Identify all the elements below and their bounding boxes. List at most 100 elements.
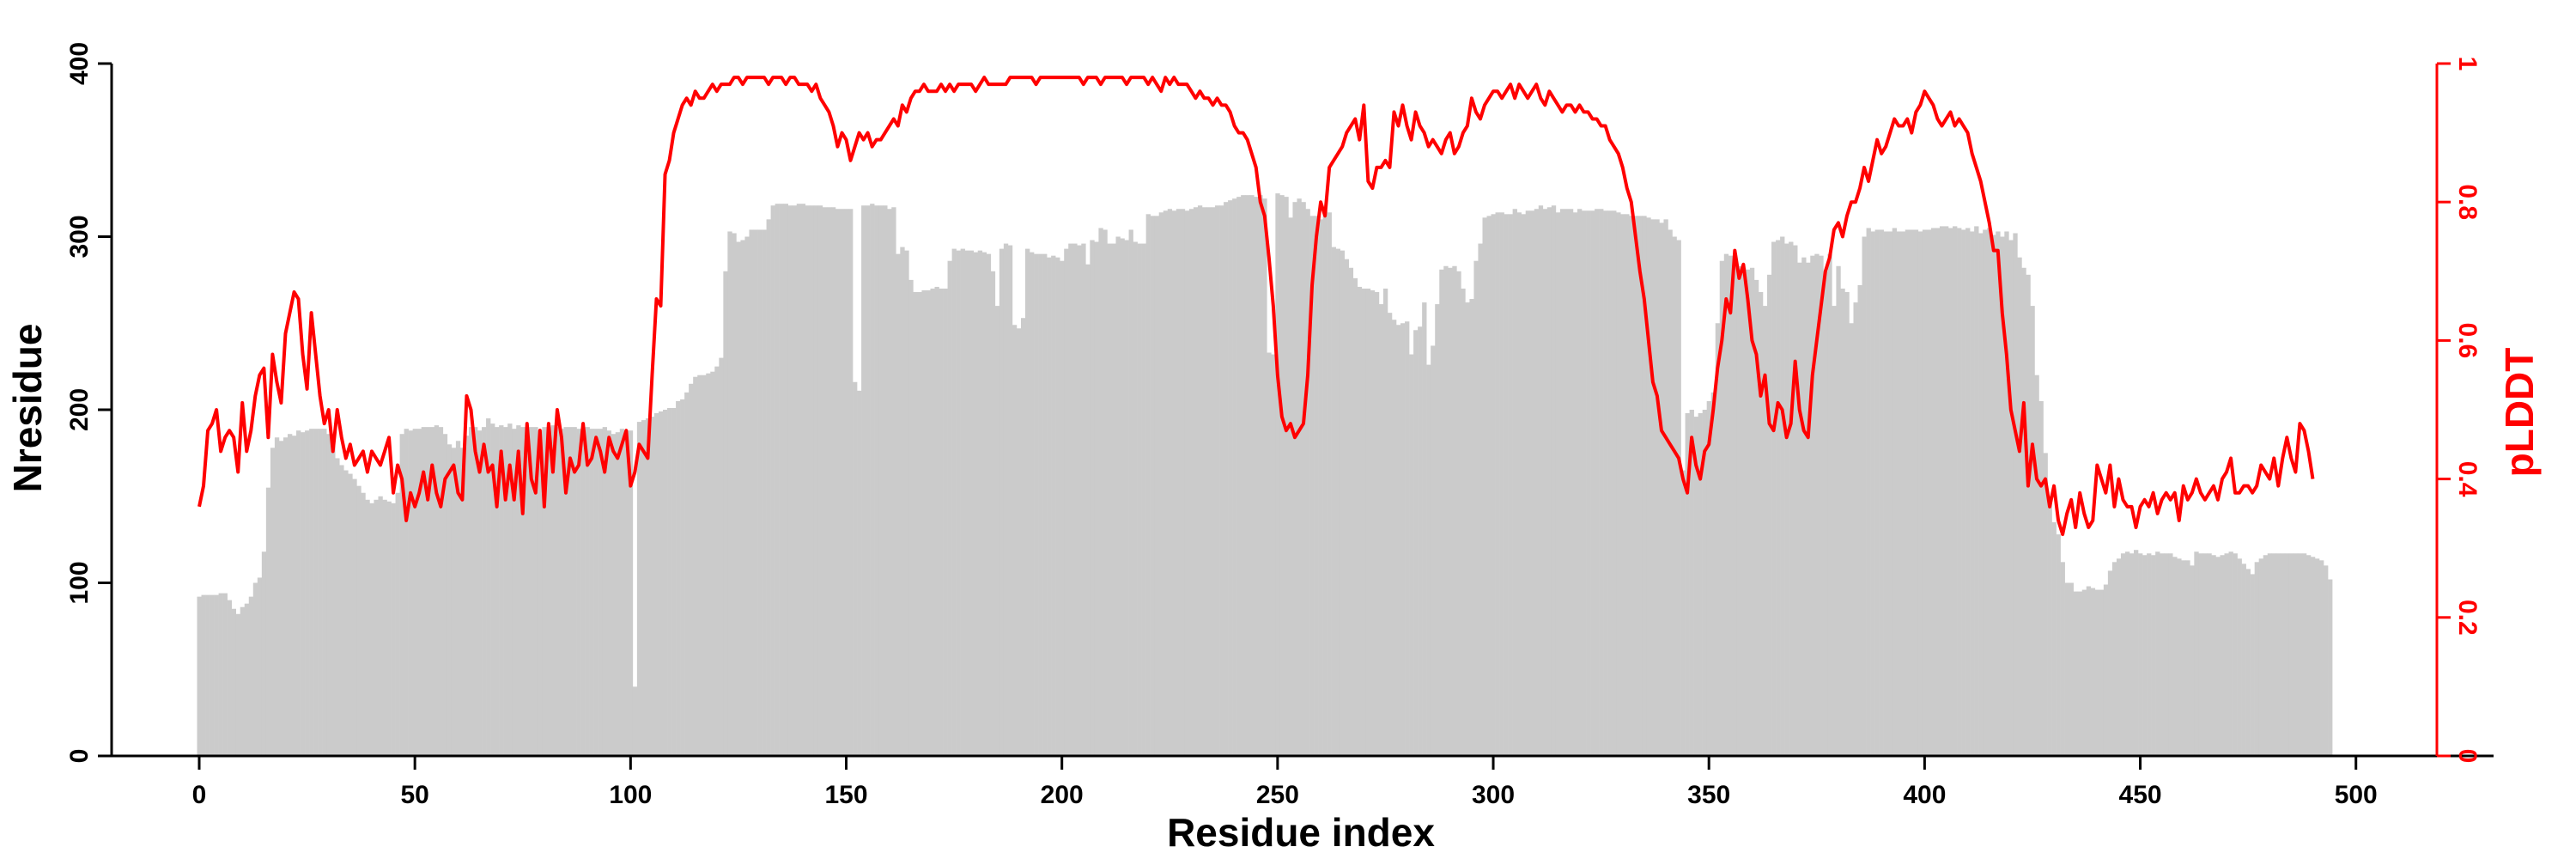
bar xyxy=(1853,302,1858,756)
bar xyxy=(507,423,513,756)
bar xyxy=(727,231,732,757)
bar xyxy=(576,429,581,756)
bar xyxy=(495,427,500,756)
bar xyxy=(1060,260,1065,757)
bar xyxy=(1030,252,1035,756)
bar xyxy=(1715,323,1721,756)
bar xyxy=(1387,313,1393,756)
bar xyxy=(283,437,289,756)
bar xyxy=(2310,557,2316,756)
bar xyxy=(2324,565,2329,756)
bar xyxy=(1137,243,1142,756)
bar xyxy=(2194,551,2199,756)
bar xyxy=(994,306,1000,757)
bar xyxy=(783,204,788,757)
bar xyxy=(1603,210,1608,756)
bar xyxy=(1939,226,1945,756)
bar xyxy=(947,260,952,757)
bar xyxy=(1763,306,1768,757)
y-axis-title: Nresidue xyxy=(5,324,50,493)
bar xyxy=(1844,291,1850,757)
bar xyxy=(499,425,504,756)
bar xyxy=(1439,269,1444,756)
bar xyxy=(969,250,974,756)
bar xyxy=(732,233,737,757)
y2-tick-label: 0.8 xyxy=(2453,184,2482,220)
bar xyxy=(1378,304,1384,757)
bar xyxy=(891,207,896,756)
bar xyxy=(2228,551,2233,756)
bar xyxy=(1016,328,1022,756)
bar xyxy=(1723,253,1729,756)
bar xyxy=(1978,233,1984,757)
bar xyxy=(1007,245,1013,756)
bar xyxy=(2043,453,2048,757)
bar xyxy=(318,429,323,756)
bar xyxy=(684,392,690,756)
bar xyxy=(2073,591,2078,756)
bar xyxy=(382,499,387,756)
bar xyxy=(2034,375,2039,756)
bar xyxy=(490,423,495,756)
bar xyxy=(1215,205,1220,757)
bar xyxy=(1961,229,1966,756)
bar xyxy=(689,383,694,756)
bar xyxy=(1883,231,1888,757)
bar xyxy=(1038,253,1043,756)
bar xyxy=(408,430,413,756)
bar xyxy=(252,582,258,756)
bar xyxy=(365,499,370,756)
bar xyxy=(1145,214,1151,756)
bar xyxy=(757,229,762,756)
bar xyxy=(1297,198,1302,757)
bar xyxy=(719,357,724,756)
bar xyxy=(503,427,508,756)
bar xyxy=(442,434,448,756)
bar xyxy=(1340,250,1346,756)
bar xyxy=(1322,210,1327,756)
bar xyxy=(744,236,750,756)
bar xyxy=(1887,231,1893,757)
bar xyxy=(2124,551,2130,756)
bar xyxy=(874,205,879,757)
bar xyxy=(1663,219,1668,757)
y2-tick-label: 1 xyxy=(2453,57,2482,71)
bar xyxy=(1267,352,1272,756)
bar xyxy=(1309,216,1315,756)
bar xyxy=(1525,210,1531,756)
bar xyxy=(908,279,914,757)
bar xyxy=(2288,553,2294,756)
bar xyxy=(395,492,400,756)
bar xyxy=(1020,318,1026,756)
bar xyxy=(287,434,293,756)
bar xyxy=(1784,243,1789,756)
bar xyxy=(2000,236,2005,756)
bar xyxy=(210,594,215,756)
bar xyxy=(516,425,521,756)
bar xyxy=(1228,200,1233,756)
bar xyxy=(1499,212,1504,757)
bar xyxy=(1646,217,1651,757)
bar xyxy=(2258,558,2264,756)
bar xyxy=(2245,569,2251,756)
bar xyxy=(218,593,223,756)
bar xyxy=(1741,267,1747,756)
bar xyxy=(438,427,444,756)
bar xyxy=(1435,304,1440,757)
bar xyxy=(386,501,392,756)
bar xyxy=(1461,288,1466,756)
bar xyxy=(550,425,556,756)
bar xyxy=(1922,229,1928,756)
bar xyxy=(486,418,491,756)
bar xyxy=(2116,558,2122,756)
bar xyxy=(766,219,771,757)
bar xyxy=(805,205,811,757)
bar xyxy=(1753,279,1759,757)
bar xyxy=(1292,202,1297,756)
bar xyxy=(973,252,979,756)
bar xyxy=(529,427,534,756)
bar xyxy=(1279,195,1285,756)
bar xyxy=(1642,216,1647,756)
bar xyxy=(943,288,948,756)
bar xyxy=(896,253,901,756)
